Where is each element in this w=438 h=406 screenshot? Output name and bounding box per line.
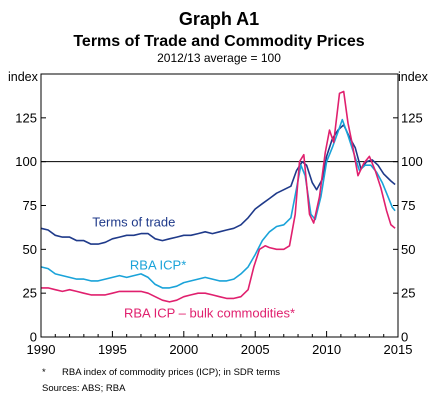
axis-ticks: 0 0 25 25 50 50 75 75 100 100 125 125 1990 1995 2000 20… xyxy=(15,110,422,357)
x-tick-label-1990: 1990 xyxy=(27,342,56,357)
y-tick-label-left-100: 100 xyxy=(15,154,37,169)
series-lines xyxy=(40,90,396,303)
plot-frame xyxy=(40,73,399,338)
y-tick-label-right-0: 0 xyxy=(401,330,408,345)
y-tick-label-right-25: 25 xyxy=(401,286,415,301)
y-tick-label-left-75: 75 xyxy=(23,198,37,213)
chart-subtitle: Terms of Trade and Commodity Prices xyxy=(73,33,364,50)
y-tick-label-left-0: 0 xyxy=(30,330,37,345)
x-tick-label-2015: 2015 xyxy=(384,342,413,357)
x-tick-label-1995: 1995 xyxy=(98,342,127,357)
series-label-rba-icp-bulk: RBA ICP – bulk commodities* xyxy=(124,306,295,321)
chart-title: Graph A1 xyxy=(179,9,259,29)
series-labels: Terms of trade RBA ICP* RBA ICP – bulk com… xyxy=(92,215,295,321)
y-tick-label-left-25: 25 xyxy=(23,286,37,301)
y-tick-label-left-125: 125 xyxy=(15,110,37,125)
y-axis-label-left: index xyxy=(8,70,39,84)
sources-text: Sources: ABS; RBA xyxy=(42,383,126,394)
series-line-rba-icp xyxy=(40,118,396,289)
y-axis-label-right: index xyxy=(398,70,429,84)
footnote-text: RBA index of commodity prices (ICP); in … xyxy=(62,367,280,378)
chart-note: 2012/13 average = 100 xyxy=(157,51,281,65)
y-tick-label-right-100: 100 xyxy=(401,154,423,169)
x-tick-label-2010: 2010 xyxy=(312,342,341,357)
x-tick-label-2000: 2000 xyxy=(169,342,198,357)
x-tick-label-2005: 2005 xyxy=(241,342,270,357)
footnote-mark: * xyxy=(42,367,46,378)
y-tick-label-left-50: 50 xyxy=(23,242,37,257)
series-label-rba-icp: RBA ICP* xyxy=(130,257,186,272)
y-tick-label-right-75: 75 xyxy=(401,198,415,213)
series-label-terms-of-trade: Terms of trade xyxy=(92,215,175,230)
series-line-rba-icp-bulk xyxy=(41,90,396,303)
y-tick-label-right-125: 125 xyxy=(401,110,423,125)
y-tick-label-right-50: 50 xyxy=(401,242,415,257)
